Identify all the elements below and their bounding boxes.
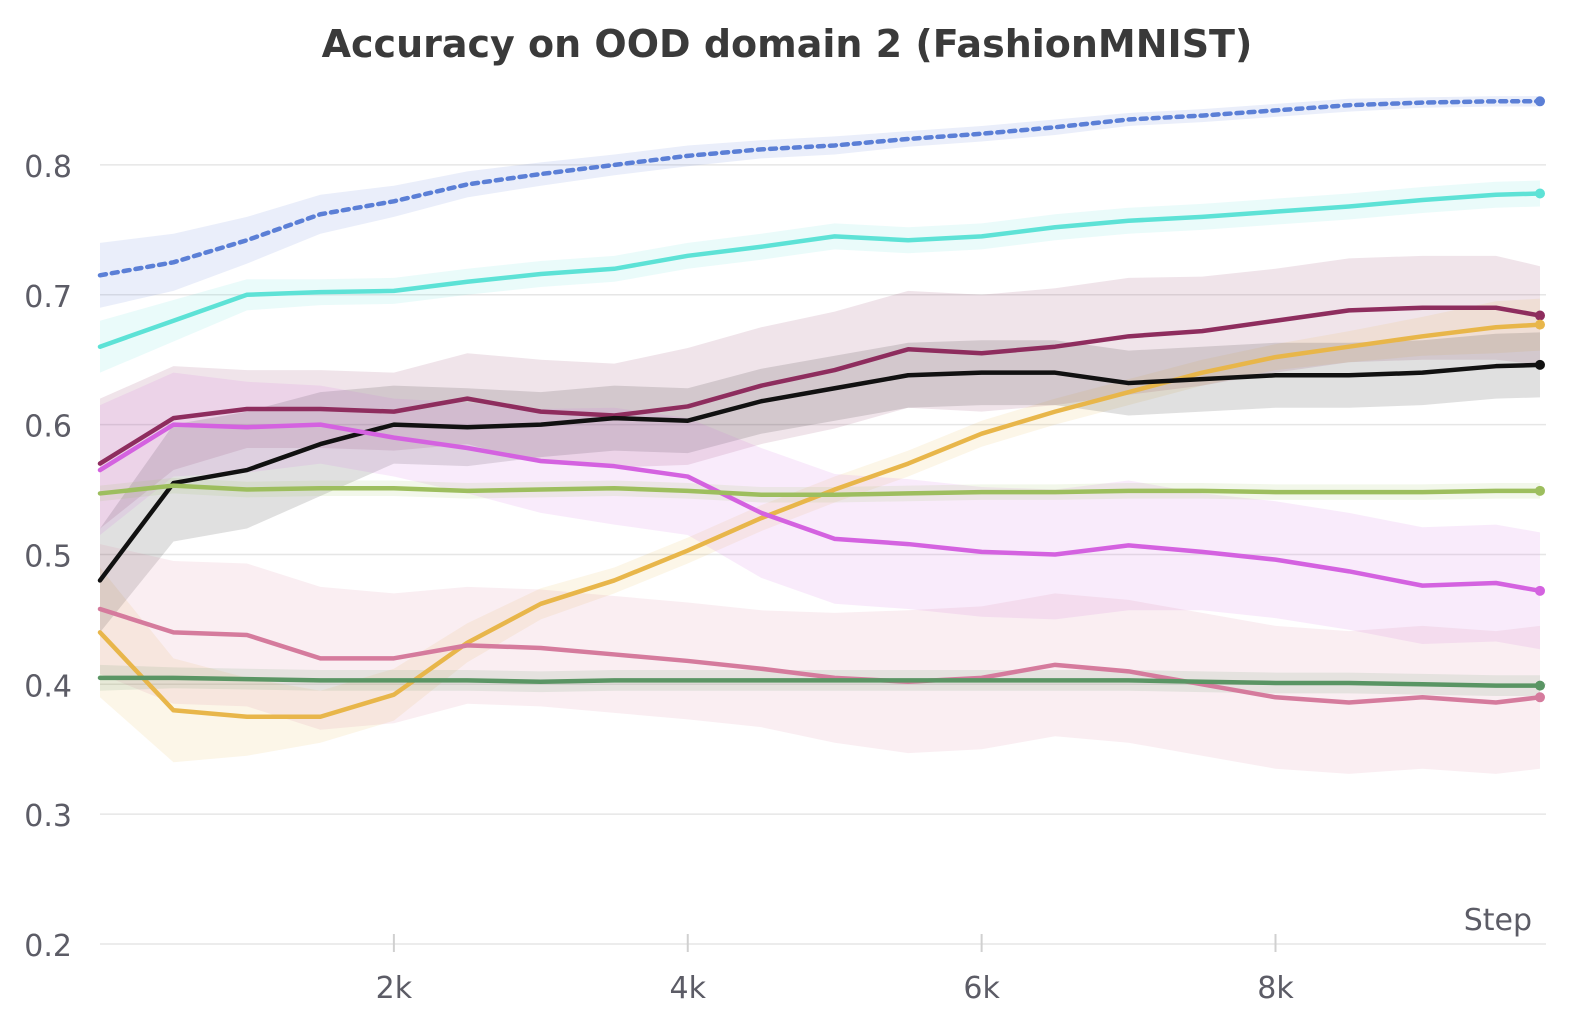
x-tick-label: 8k <box>1257 971 1294 1006</box>
series-0-end-marker <box>1535 96 1545 107</box>
series-4-line <box>97 362 1543 583</box>
series-7-band <box>100 544 1540 774</box>
series-3-line <box>97 322 1543 720</box>
series-6-line <box>97 483 1543 497</box>
series-1-line <box>97 191 1543 349</box>
y-tick-label: 0.4 <box>24 669 72 704</box>
x-tick-label: 4k <box>670 971 707 1006</box>
series-0-line <box>97 99 1543 278</box>
series-1-band <box>100 180 1540 373</box>
series-4-end-marker <box>1535 359 1545 370</box>
y-tick-label: 0.5 <box>24 539 72 574</box>
chart-title: Accuracy on OOD domain 2 (FashionMNIST) <box>321 22 1253 66</box>
y-tick-label: 0.6 <box>24 410 72 445</box>
series-3-end-marker <box>1535 319 1545 330</box>
series-6-band <box>100 477 1540 503</box>
series-1-end-marker <box>1535 188 1545 199</box>
series-5-band <box>100 372 1540 650</box>
series-8-line <box>97 675 1543 688</box>
series-2-line <box>97 305 1543 466</box>
series-8-end-marker <box>1535 680 1545 691</box>
y-tick-label: 0.8 <box>24 150 72 185</box>
x-tick-label: 2k <box>376 971 413 1006</box>
series-6-end-marker <box>1535 485 1545 496</box>
series-2-end-marker <box>1535 310 1545 321</box>
series-4-band <box>100 332 1540 633</box>
series-5-end-marker <box>1535 585 1545 596</box>
y-tick-label: 0.3 <box>24 799 72 834</box>
series-7-line <box>97 606 1543 705</box>
x-tick-label: 6k <box>963 971 1000 1006</box>
x-axis-label: Step <box>1464 903 1532 938</box>
series-7-end-marker <box>1535 692 1545 703</box>
y-tick-label: 0.2 <box>24 929 72 964</box>
series-5-line <box>97 422 1543 594</box>
y-tick-label: 0.7 <box>24 280 72 315</box>
